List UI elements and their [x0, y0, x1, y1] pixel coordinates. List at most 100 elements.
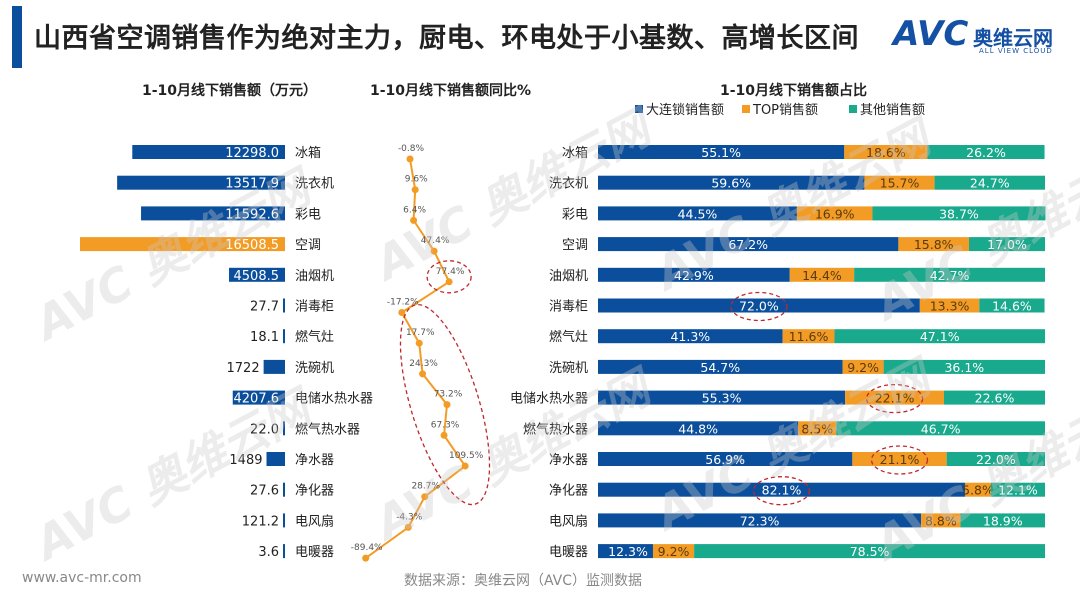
share-label-2-10: 22.0%	[976, 452, 1016, 467]
share-seg-0-11	[598, 482, 965, 497]
share-seg-2-4	[854, 267, 1045, 282]
share-seg-1-8	[845, 390, 944, 405]
bar-2	[141, 206, 285, 221]
share-seg-0-8	[598, 390, 846, 405]
avc-logo: AVC 奥维云网 ALL VIEW CLOUD	[893, 14, 1073, 60]
share-category-5: 消毒柜	[549, 300, 588, 315]
bar-label-10: 1489	[229, 453, 262, 468]
share-label-2-8: 22.6%	[975, 391, 1015, 406]
footer-source: 数据来源：奥维云网（AVC）监测数据	[404, 573, 643, 589]
yoy-point-11	[421, 493, 429, 501]
bar-label-7: 1722	[227, 361, 260, 376]
bar-label-1: 13517.9	[225, 177, 279, 192]
yoy-label-5: -17.2%	[387, 298, 419, 308]
yoy-point-2	[410, 216, 418, 224]
share-category-11: 净化器	[549, 484, 588, 499]
highlight-ellipse-share-3	[752, 476, 811, 506]
bar-label-13: 3.6	[258, 545, 279, 560]
share-category-4: 油烟机	[549, 269, 588, 284]
share-seg-2-12	[960, 513, 1045, 528]
bar-label-2: 11592.6	[225, 207, 279, 222]
bar-label-9: 22.0	[250, 422, 279, 437]
line-chart-title: 1-10月线下销售额同比%	[370, 83, 532, 99]
yoy-point-0	[406, 155, 414, 163]
share-seg-1-7	[842, 359, 884, 374]
bar-7	[263, 359, 285, 374]
share-label-2-0: 26.2%	[966, 145, 1006, 160]
share-seg-2-7	[883, 359, 1045, 374]
share-label-2-13: 78.5%	[850, 544, 890, 559]
share-label-0-7: 54.7%	[700, 360, 740, 375]
share-label-0-2: 44.5%	[678, 206, 718, 221]
share-label-0-8: 55.3%	[702, 391, 742, 406]
share-label-1-1: 15.7%	[880, 176, 920, 191]
bar-13	[283, 544, 285, 559]
bar-0	[132, 145, 285, 159]
legend-swatch-1	[742, 105, 750, 113]
share-seg-1-9	[798, 421, 837, 436]
share-label-2-12: 18.9%	[983, 513, 1023, 528]
share-label-1-4: 14.4%	[802, 268, 842, 283]
bar-category-1: 洗衣机	[295, 176, 334, 192]
bar-9	[283, 421, 285, 436]
yoy-label-10: 109.5%	[449, 451, 484, 461]
yoy-line	[365, 158, 467, 559]
share-seg-0-10	[598, 452, 853, 466]
share-label-2-6: 47.1%	[920, 329, 960, 344]
share-seg-0-1	[598, 175, 865, 190]
share-label-2-7: 36.1%	[944, 360, 984, 375]
yoy-point-6	[415, 339, 423, 347]
share-label-2-11: 12.1%	[998, 483, 1038, 498]
yoy-label-8: 73.2%	[434, 390, 463, 400]
share-seg-2-2	[872, 206, 1046, 221]
highlight-ellipse-yoy-2	[399, 303, 491, 506]
share-seg-2-9	[836, 421, 1045, 436]
yoy-point-4	[445, 278, 453, 286]
legend-label-0: 大连锁销售额	[646, 102, 724, 118]
share-label-0-11: 82.1%	[762, 483, 802, 498]
share-label-0-1: 59.6%	[711, 176, 751, 191]
yoy-label-7: 24.3%	[409, 359, 438, 369]
share-label-0-0: 55.1%	[701, 145, 741, 160]
bar-category-0: 冰箱	[295, 145, 321, 161]
yoy-label-1: 9.6%	[405, 175, 428, 185]
share-label-1-13: 9.2%	[658, 544, 690, 559]
share-label-0-4: 42.9%	[674, 268, 714, 283]
share-label-2-5: 14.6%	[992, 299, 1032, 314]
yoy-point-5	[398, 309, 406, 316]
bar-category-9: 燃气热水器	[295, 421, 360, 437]
yoy-point-7	[419, 370, 427, 378]
share-label-1-2: 16.9%	[815, 206, 855, 221]
share-seg-1-1	[864, 175, 935, 190]
legend-swatch-2	[849, 105, 857, 113]
bar-category-3: 空调	[295, 238, 321, 253]
yoy-point-8	[443, 401, 451, 409]
share-seg-0-5	[598, 298, 920, 313]
bar-category-6: 燃气灶	[295, 329, 334, 345]
legend-swatch-0	[635, 105, 643, 113]
logo-mark: AVC	[893, 14, 969, 54]
share-label-1-5: 13.3%	[930, 299, 970, 314]
share-label-0-10: 56.9%	[705, 452, 745, 467]
yoy-label-4: 77.4%	[436, 267, 465, 277]
share-seg-1-4	[789, 267, 855, 282]
bar-label-11: 27.6	[250, 484, 279, 499]
share-label-1-9: 8.5%	[801, 421, 833, 436]
legend-label-2: 其他销售额	[860, 102, 925, 118]
share-seg-2-6	[834, 329, 1045, 344]
bar-category-4: 油烟机	[295, 269, 334, 284]
yoy-point-12	[404, 523, 412, 531]
share-seg-1-12	[921, 513, 961, 528]
share-label-0-3: 67.2%	[728, 237, 768, 252]
share-seg-1-3	[898, 237, 970, 252]
bar-11	[283, 482, 285, 497]
share-seg-1-2	[796, 206, 873, 221]
share-seg-2-13	[694, 544, 1045, 559]
bar-category-13: 电暖器	[295, 545, 334, 560]
share-seg-1-5	[919, 298, 980, 313]
highlight-ellipse-share-0	[730, 291, 788, 322]
share-label-1-12: 8.8%	[925, 513, 957, 528]
yoy-point-3	[430, 247, 438, 255]
share-label-0-12: 72.3%	[740, 513, 780, 528]
share-seg-0-9	[598, 421, 799, 436]
